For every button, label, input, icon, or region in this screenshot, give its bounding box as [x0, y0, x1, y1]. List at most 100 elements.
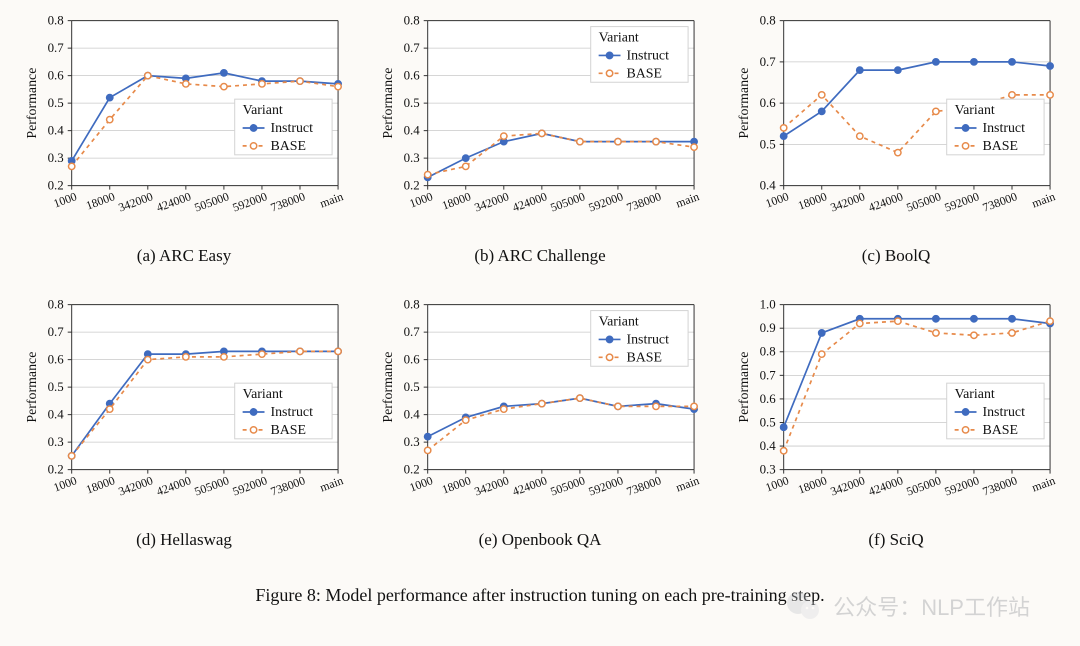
x-tick-label: 342000 — [116, 473, 154, 498]
x-tick-label: 424000 — [510, 189, 548, 214]
chart-panel-f: 0.30.40.50.60.70.80.91.01000180003420004… — [732, 294, 1060, 566]
x-tick-label: 592000 — [231, 473, 269, 498]
y-tick-label: 0.8 — [48, 13, 64, 28]
series-marker-instruct — [819, 108, 825, 114]
series-marker-instruct — [1009, 316, 1015, 322]
y-tick-label: 0.6 — [48, 68, 65, 83]
y-tick-label: 0.7 — [404, 324, 421, 339]
legend-item-instruct: Instruct — [270, 405, 313, 420]
series-marker-base — [819, 351, 825, 357]
chart-svg: 0.20.30.40.50.60.70.81000180003420004240… — [20, 10, 348, 240]
y-tick-label: 0.5 — [760, 414, 776, 429]
legend: VariantInstructBASE — [947, 383, 1044, 439]
series-marker-base — [1047, 318, 1053, 324]
y-tick-label: 0.6 — [760, 391, 777, 406]
x-tick-label: 738000 — [269, 473, 307, 498]
y-tick-label: 0.7 — [760, 54, 777, 69]
legend: VariantInstructBASE — [591, 27, 688, 83]
series-marker-base — [971, 332, 977, 338]
y-tick-label: 0.6 — [404, 352, 421, 367]
y-tick-label: 0.8 — [404, 297, 420, 312]
x-tick-label: 505000 — [193, 473, 231, 498]
y-tick-label: 0.2 — [404, 178, 420, 193]
x-tick-label: 424000 — [866, 189, 904, 214]
panel-caption: (d) Hellaswag — [20, 530, 348, 550]
y-tick-label: 0.5 — [760, 136, 776, 151]
x-tick-label: main — [318, 473, 345, 494]
legend-item-instruct: Instruct — [982, 405, 1025, 420]
figure-caption: Figure 8: Model performance after instru… — [0, 585, 1080, 606]
y-axis-label: Performance — [25, 352, 40, 423]
x-tick-label: 738000 — [625, 473, 663, 498]
legend-item-base: BASE — [270, 139, 306, 154]
x-tick-label: 342000 — [472, 189, 510, 214]
x-tick-label: main — [1030, 473, 1057, 494]
x-tick-label: 738000 — [981, 189, 1019, 214]
y-axis-label: Performance — [737, 68, 752, 139]
x-tick-label: 505000 — [193, 189, 231, 214]
series-marker-instruct — [971, 316, 977, 322]
legend-title: Variant — [599, 315, 639, 330]
y-tick-label: 0.3 — [760, 462, 776, 477]
y-tick-label: 0.8 — [48, 297, 64, 312]
y-tick-label: 0.7 — [48, 40, 65, 55]
y-tick-label: 0.4 — [760, 178, 777, 193]
legend-item-base: BASE — [270, 423, 306, 438]
y-tick-label: 0.5 — [48, 95, 64, 110]
x-tick-label: 424000 — [510, 473, 548, 498]
y-tick-label: 0.3 — [48, 434, 64, 449]
chart-svg: 0.40.50.60.70.81000180003420004240005050… — [732, 10, 1060, 240]
series-marker-base — [539, 400, 545, 406]
x-tick-label: 18000 — [84, 189, 117, 212]
series-marker-instruct — [463, 155, 469, 161]
x-tick-label: 738000 — [981, 473, 1019, 498]
series-marker-base — [653, 403, 659, 409]
series-marker-instruct — [1009, 59, 1015, 65]
series-marker-base — [297, 78, 303, 84]
series-marker-base — [615, 403, 621, 409]
y-tick-label: 0.5 — [404, 379, 420, 394]
y-tick-label: 0.3 — [404, 150, 420, 165]
x-tick-label: 505000 — [905, 473, 943, 498]
x-tick-label: 505000 — [549, 189, 587, 214]
series-marker-base — [819, 92, 825, 98]
x-tick-label: 592000 — [943, 473, 981, 498]
series-marker-base — [933, 108, 939, 114]
series-marker-base — [183, 81, 189, 87]
series-marker-base — [691, 144, 697, 150]
y-tick-label: 0.7 — [48, 324, 65, 339]
series-marker-base — [107, 116, 113, 122]
x-tick-label: 505000 — [549, 473, 587, 498]
series-marker-base — [425, 171, 431, 177]
y-tick-label: 0.8 — [404, 13, 420, 28]
series-marker-base — [69, 163, 75, 169]
x-tick-label: 18000 — [440, 473, 473, 496]
series-marker-base — [1009, 92, 1015, 98]
series-marker-base — [221, 354, 227, 360]
series-marker-base — [577, 138, 583, 144]
x-tick-label: main — [674, 189, 701, 210]
series-marker-base — [335, 348, 341, 354]
legend-item-instruct: Instruct — [626, 332, 669, 347]
figure: 0.20.30.40.50.60.70.81000180003420004240… — [0, 0, 1080, 646]
series-marker-base — [183, 354, 189, 360]
y-tick-label: 0.2 — [48, 178, 64, 193]
legend-item-base: BASE — [626, 350, 662, 365]
panel-caption: (c) BoolQ — [732, 246, 1060, 266]
x-tick-label: 342000 — [116, 189, 154, 214]
y-tick-label: 0.5 — [404, 95, 420, 110]
y-tick-label: 0.4 — [404, 123, 421, 138]
legend-item-base: BASE — [982, 423, 1018, 438]
y-tick-label: 0.6 — [760, 95, 777, 110]
series-marker-instruct — [933, 59, 939, 65]
series-marker-instruct — [425, 433, 431, 439]
y-tick-label: 0.6 — [404, 68, 421, 83]
panel-caption: (f) SciQ — [732, 530, 1060, 550]
series-marker-base — [539, 130, 545, 136]
y-axis-label: Performance — [25, 68, 40, 139]
series-marker-base — [501, 133, 507, 139]
series-marker-base — [463, 417, 469, 423]
series-marker-instruct — [1047, 63, 1053, 69]
series-marker-base — [653, 138, 659, 144]
chart-panel-a: 0.20.30.40.50.60.70.81000180003420004240… — [20, 10, 348, 282]
